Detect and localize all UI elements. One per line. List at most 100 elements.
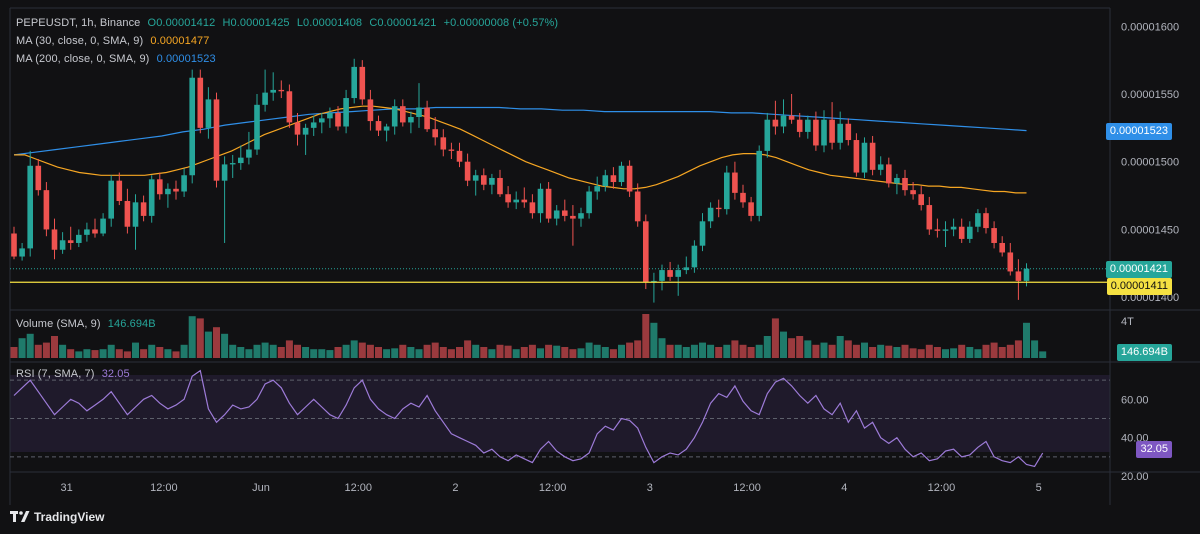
volume-bar — [99, 349, 107, 358]
volume-bar — [399, 344, 407, 358]
ma30-legend[interactable]: MA (30, close, 0, SMA, 9) 0.00001477 — [16, 35, 214, 47]
candle-body — [659, 270, 665, 281]
volume-bar — [852, 344, 860, 358]
candle-body — [877, 164, 884, 170]
rsi-tick-label: 60.00 — [1121, 394, 1149, 406]
volume-legend[interactable]: Volume (SMA, 9) 146.694B — [16, 318, 160, 330]
volume-bar — [391, 348, 399, 358]
volume-bar — [496, 344, 504, 358]
volume-bar — [950, 348, 958, 358]
volume-bar — [148, 344, 156, 358]
volume-bar — [221, 333, 229, 358]
volume-bar — [796, 336, 804, 358]
horizontal-line-tag: 0.00001411 — [1106, 278, 1172, 295]
candle-body — [764, 119, 771, 151]
time-tick-label: 2 — [452, 482, 458, 494]
candle-body — [148, 179, 155, 216]
candle-body — [310, 122, 317, 128]
time-tick-label: 3 — [647, 482, 653, 494]
volume-bar — [18, 338, 26, 358]
volume-bar — [115, 349, 123, 358]
candle-body — [173, 188, 179, 192]
volume-bar — [682, 347, 690, 358]
tradingview-logo[interactable]: TradingView — [10, 510, 104, 524]
volume-bar — [1023, 322, 1030, 358]
volume-bar — [123, 351, 131, 358]
volume-tick-label: 4T — [1121, 316, 1134, 328]
volume-bar — [771, 318, 779, 358]
candle-body — [432, 129, 438, 138]
volume-bar — [966, 347, 974, 358]
candle-body — [157, 179, 163, 195]
candle-body — [537, 188, 544, 214]
candle-body — [181, 175, 187, 192]
candle-body — [238, 157, 244, 164]
candle-body — [683, 267, 690, 271]
volume-bar — [925, 344, 933, 358]
candle-body — [335, 112, 341, 127]
rsi-legend[interactable]: RSI (7, SMA, 7) 32.05 — [16, 368, 134, 380]
volume-bar — [828, 344, 836, 358]
ma200-legend[interactable]: MA (200, close, 0, SMA, 9) 0.00001523 — [16, 53, 220, 65]
volume-bar — [974, 349, 982, 358]
volume-bar — [844, 340, 852, 358]
volume-bar — [731, 340, 739, 358]
candle-body — [213, 99, 220, 181]
candle-body — [400, 106, 406, 123]
volume-bar — [334, 347, 342, 358]
candle-body — [545, 188, 552, 219]
candle-body — [586, 191, 592, 214]
ma30-line — [14, 105, 1027, 194]
candle-body — [837, 123, 843, 143]
candle-body — [1007, 252, 1014, 272]
candle-body — [594, 186, 600, 192]
candle-body — [553, 210, 560, 219]
candle-body — [505, 194, 511, 203]
candle-body — [796, 119, 803, 132]
symbol-name[interactable]: PEPEUSDT, 1h, Binance — [16, 17, 141, 29]
candle-body — [278, 89, 285, 92]
volume-bar — [942, 349, 949, 358]
time-tick-label: 12:00 — [150, 482, 178, 494]
candle-body — [440, 137, 447, 150]
volume-bar — [958, 344, 966, 358]
volume-bar — [188, 316, 196, 358]
candle-body — [464, 161, 471, 181]
candle-body — [967, 226, 973, 239]
candle-body — [1023, 268, 1030, 281]
volume-bar — [245, 349, 253, 358]
volume-bar — [569, 349, 577, 358]
volume-bar — [132, 342, 139, 358]
candle-body — [983, 213, 989, 229]
time-tick-label: 12:00 — [539, 482, 567, 494]
candle-body — [481, 175, 487, 185]
candle-body — [116, 180, 123, 201]
time-tick-label: 4 — [841, 482, 847, 494]
volume-bar — [528, 344, 536, 358]
price-tick-label: 0.00001450 — [1121, 224, 1179, 236]
candle-body — [359, 66, 366, 100]
ma200-price-tag: 0.00001523 — [1105, 123, 1172, 140]
volume-tag: 146.694B — [1116, 344, 1172, 361]
volume-bar — [699, 342, 706, 358]
volume-label: Volume (SMA, 9) — [16, 318, 101, 330]
volume-bar — [375, 347, 382, 358]
volume-bar — [755, 344, 763, 358]
candle-body — [67, 240, 74, 243]
candle-body — [59, 240, 66, 250]
open-value: O0.00001412 — [147, 17, 216, 29]
candle-body — [270, 89, 276, 93]
volume-bar — [917, 349, 925, 358]
rsi-line — [13, 369, 1044, 468]
candle-body — [699, 221, 706, 246]
volume-bar — [933, 347, 941, 358]
candle-body — [805, 119, 811, 132]
volume-bar — [326, 350, 334, 358]
candle-body — [92, 229, 98, 234]
volume-bar — [172, 351, 180, 358]
ma30-value: 0.00001477 — [150, 35, 210, 47]
candle-body — [205, 99, 212, 128]
